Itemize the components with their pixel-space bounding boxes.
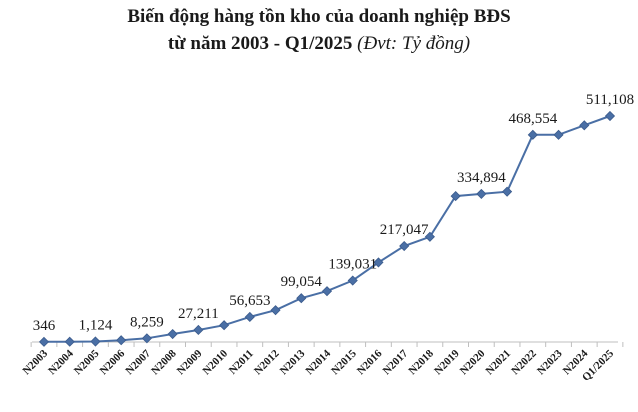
x-tick-label: N2007 [123, 347, 153, 377]
data-label: 1,124 [79, 318, 113, 334]
x-tick-label: N2009 [175, 347, 205, 377]
x-tick-label: N2016 [355, 347, 385, 377]
data-point-n2014 [321, 286, 333, 297]
data-point-n2013 [296, 293, 307, 304]
data-point-n2003 [38, 336, 50, 347]
data-point-n2009 [193, 324, 204, 336]
x-tick-label: N2021 [484, 348, 514, 378]
data-point-n2024 [579, 120, 590, 131]
x-tick-label: N2023 [535, 347, 565, 377]
data-point-n2023 [553, 129, 564, 140]
x-tick-label: N2013 [278, 347, 308, 377]
data-point-n2004 [64, 336, 75, 347]
data-label: 8,259 [130, 314, 164, 330]
data-label: 27,211 [178, 306, 219, 322]
x-tick-label: N2018 [406, 347, 436, 377]
data-label: 511,108 [586, 92, 634, 108]
data-label: 334,894 [457, 170, 506, 186]
data-point-n2017 [399, 240, 410, 252]
data-point-n2020 [476, 188, 487, 199]
data-point-n2019 [450, 191, 461, 202]
x-tick-label: N2004 [46, 347, 76, 377]
data-label: 468,554 [508, 111, 557, 127]
x-tick-label: N2011 [227, 348, 256, 377]
x-tick-label: N2008 [149, 347, 179, 377]
x-tick-label: N2015 [329, 347, 359, 377]
data-point-n2005 [90, 336, 101, 347]
series-line [43, 115, 611, 343]
x-tick-label: N2003 [20, 347, 50, 377]
data-point-n2006 [116, 335, 127, 346]
data-point-n2007 [141, 333, 152, 344]
chart-unit: (Đvt: Tỷ đồng) [357, 33, 471, 54]
data-label: 56,653 [229, 293, 270, 309]
data-point-n2010 [219, 320, 230, 331]
x-tick-label: N2006 [98, 347, 128, 377]
data-label: 99,054 [281, 274, 323, 290]
data-point-n2011 [244, 311, 255, 323]
data-label: 139,031 [328, 257, 377, 273]
x-tick-label: N2005 [72, 347, 102, 377]
x-tick-label: N2022 [509, 347, 539, 377]
x-tick-label: N2017 [381, 347, 411, 377]
data-point-n2008 [167, 328, 178, 340]
x-tick-label: N2012 [252, 347, 282, 377]
x-tick-label: N2020 [458, 347, 488, 377]
data-label: 217,047 [380, 222, 429, 238]
data-point-n2022 [527, 129, 538, 140]
data-point-n2021 [502, 186, 513, 197]
data-point-n2018 [424, 231, 435, 242]
x-tick-label: N2014 [303, 347, 333, 377]
data-point-n2012 [270, 305, 281, 316]
data-label: 346 [33, 318, 56, 334]
chart-subtitle-text: từ năm 2003 - Q1/2025 [167, 33, 353, 54]
chart-title: Biến động hàng tồn kho của doanh nghiệp … [127, 6, 511, 27]
x-tick-label: N2010 [201, 347, 231, 377]
data-point-n2016 [373, 257, 384, 268]
data-point-q12025 [604, 110, 616, 122]
x-tick-label: N2019 [432, 347, 462, 377]
data-point-n2015 [347, 275, 358, 286]
chart-subtitle: từ năm 2003 - Q1/2025 (Đvt: Tỷ đồng) [0, 33, 638, 55]
